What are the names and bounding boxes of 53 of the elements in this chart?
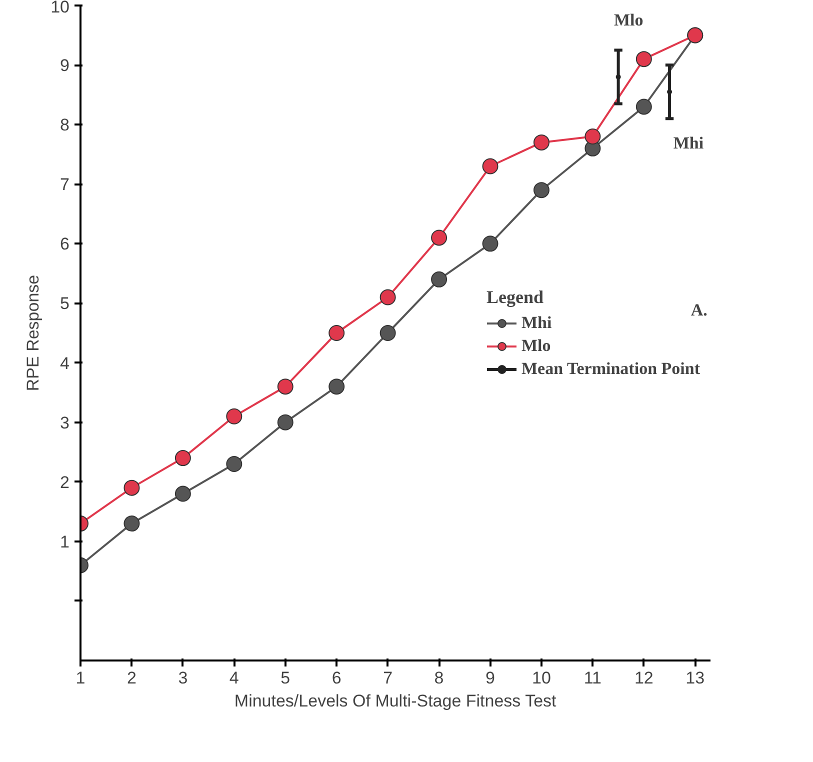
point	[636, 51, 652, 68]
point	[431, 271, 448, 288]
x-tick-label: 11	[584, 668, 602, 688]
x-tick-label: 1	[76, 668, 86, 688]
x-tick-label: 3	[178, 668, 188, 688]
x-tick-label: 2	[126, 668, 136, 688]
point	[482, 158, 498, 174]
point	[380, 325, 396, 341]
point	[174, 450, 191, 466]
point	[124, 516, 140, 532]
point	[277, 414, 294, 430]
annotation: Mlo	[614, 10, 644, 30]
y-tick-label: 5	[60, 294, 70, 314]
point	[174, 486, 191, 502]
point	[584, 128, 601, 144]
x-tick-label: 7	[383, 668, 393, 688]
point	[431, 230, 448, 246]
point	[277, 378, 294, 395]
legend-label: Mean Termination Point	[521, 358, 700, 378]
point	[328, 325, 345, 341]
annotation: Mhi	[673, 134, 704, 153]
point	[380, 289, 396, 306]
y-tick-label: 2	[60, 472, 70, 492]
y-axis-title: RPE Response	[24, 274, 43, 392]
point	[636, 98, 652, 115]
y-tick-label: 3	[60, 413, 70, 432]
x-axis-title: Minutes/Levels Of Multi-Stage Fitness Test	[234, 692, 557, 710]
annotation: A.	[690, 300, 708, 320]
x-tick-label: 13	[686, 668, 705, 688]
point	[226, 408, 242, 424]
legend-label: Mhi	[521, 312, 553, 332]
legend-label: Mlo	[521, 336, 552, 356]
y-tick-label: 6	[60, 234, 70, 254]
x-tick-label: 5	[280, 668, 290, 688]
x-tick-label: 12	[634, 668, 654, 688]
point	[482, 236, 498, 252]
point	[533, 182, 550, 198]
y-tick-label: 9	[60, 56, 70, 76]
x-tick-label: 6	[332, 668, 342, 688]
point	[328, 378, 345, 395]
point	[533, 134, 550, 150]
y-tick-label: 7	[60, 175, 70, 194]
x-tick-label: 9	[486, 668, 495, 688]
x-tick-label: 8	[434, 668, 444, 688]
y-tick-label: 10	[50, 0, 70, 16]
point	[226, 456, 242, 472]
y-tick-label: 8	[60, 116, 70, 135]
y-tick-label: 1	[60, 532, 70, 552]
y-tick-label: 4	[60, 354, 70, 373]
x-tick-label: 4	[229, 668, 239, 688]
point	[124, 480, 140, 496]
legend-title: Legend	[486, 286, 544, 306]
x-tick-label: 10	[532, 668, 551, 688]
